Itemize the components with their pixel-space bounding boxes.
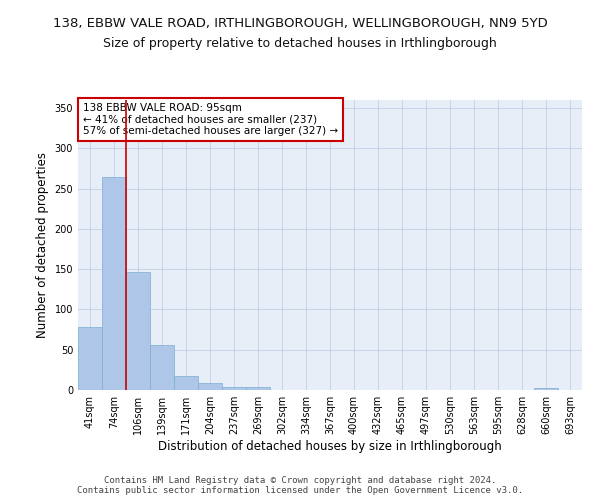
Bar (126, 272, 150, 390)
Bar (534, 388, 558, 390)
Bar (198, 383, 222, 390)
Text: Contains HM Land Registry data © Crown copyright and database right 2024.
Contai: Contains HM Land Registry data © Crown c… (77, 476, 523, 495)
Bar (246, 387, 270, 390)
Y-axis label: Number of detached properties: Number of detached properties (36, 152, 49, 338)
Text: 138 EBBW VALE ROAD: 95sqm
← 41% of detached houses are smaller (237)
57% of semi: 138 EBBW VALE ROAD: 95sqm ← 41% of detac… (83, 103, 338, 136)
Bar (150, 345, 174, 390)
Bar (174, 376, 198, 390)
Bar (222, 387, 246, 390)
Bar (102, 178, 126, 390)
X-axis label: Distribution of detached houses by size in Irthlingborough: Distribution of detached houses by size … (158, 440, 502, 453)
Bar (78, 327, 102, 390)
Text: 138, EBBW VALE ROAD, IRTHLINGBOROUGH, WELLINGBOROUGH, NN9 5YD: 138, EBBW VALE ROAD, IRTHLINGBOROUGH, WE… (53, 18, 547, 30)
Text: Size of property relative to detached houses in Irthlingborough: Size of property relative to detached ho… (103, 38, 497, 51)
